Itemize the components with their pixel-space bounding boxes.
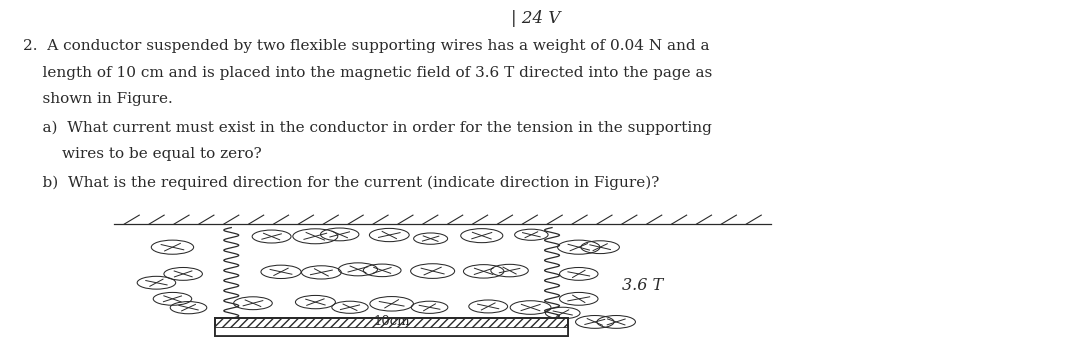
Text: length of 10 cm and is placed into the magnetic field of 3.6 T directed into the: length of 10 cm and is placed into the m… bbox=[23, 65, 712, 79]
Bar bbox=[215, 318, 568, 325]
Text: shown in Figure.: shown in Figure. bbox=[23, 92, 173, 106]
Text: | 24 V: | 24 V bbox=[511, 10, 561, 27]
Text: b)  What is the required direction for the current (indicate direction in Figure: b) What is the required direction for th… bbox=[23, 176, 659, 190]
Text: wires to be equal to zero?: wires to be equal to zero? bbox=[23, 148, 262, 162]
Text: a)  What current must exist in the conductor in order for the tension in the sup: a) What current must exist in the conduc… bbox=[23, 121, 712, 135]
Text: 2.  A conductor suspended by two flexible supporting wires has a weight of 0.04 : 2. A conductor suspended by two flexible… bbox=[23, 39, 710, 53]
Text: 3.6 T: 3.6 T bbox=[622, 277, 662, 294]
Bar bbox=[215, 318, 568, 336]
Bar bbox=[215, 318, 568, 328]
Bar bbox=[215, 318, 568, 336]
Bar bbox=[215, 328, 568, 336]
Text: 10cm: 10cm bbox=[373, 315, 410, 328]
